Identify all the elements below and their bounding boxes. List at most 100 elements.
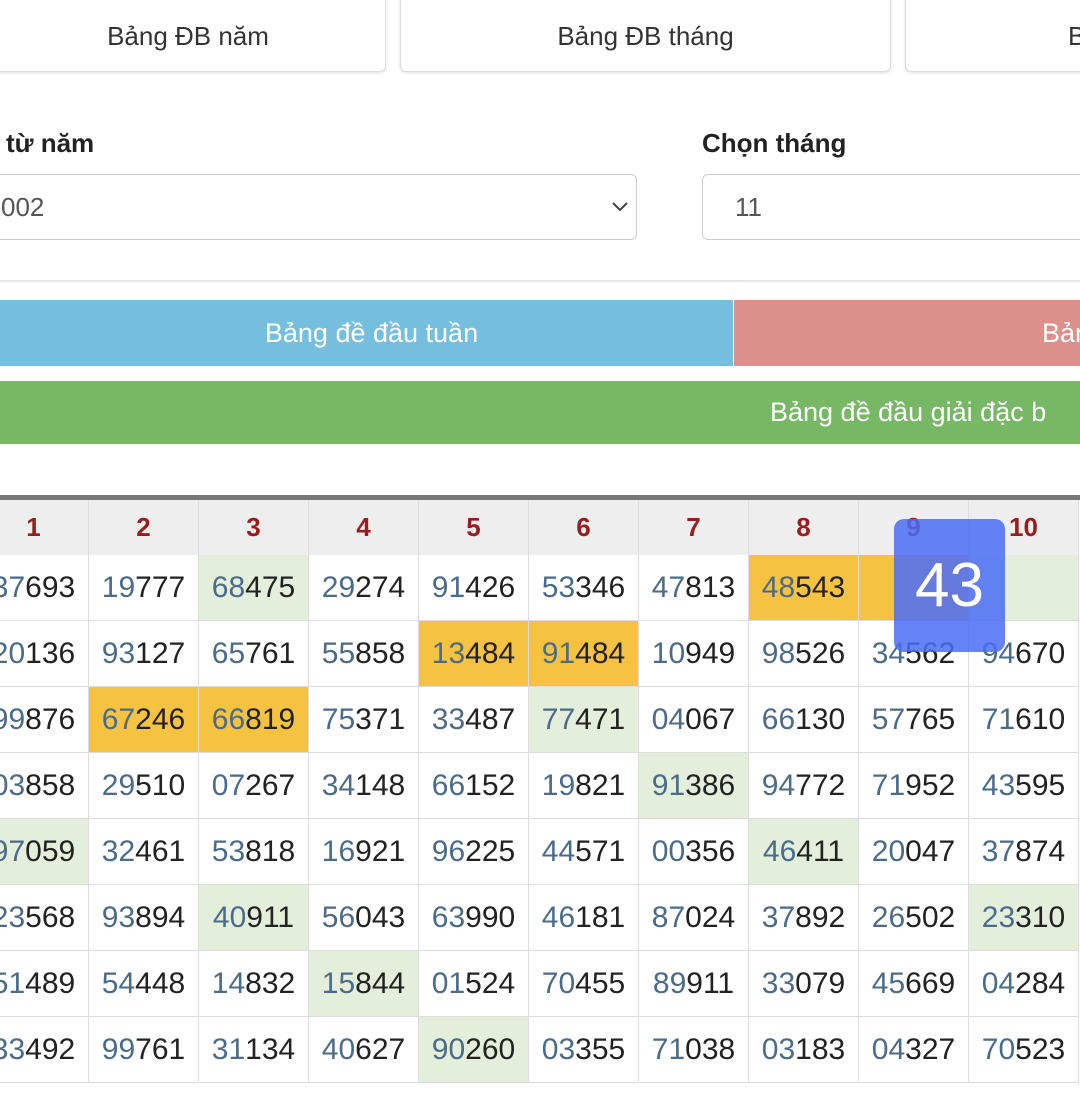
- month-select[interactable]: 11: [702, 174, 1080, 240]
- tail-digits: 510: [135, 768, 186, 802]
- chevron: [612, 202, 628, 212]
- lead-digits: 29: [321, 570, 356, 604]
- tail-digits: 911: [246, 900, 295, 934]
- lead-digits: 07: [211, 768, 246, 802]
- tab[interactable]: Bảng ĐB năm: [0, 0, 386, 72]
- tail-digits: 411: [796, 834, 845, 868]
- result-cell: 71 952: [859, 753, 969, 819]
- result-cell: 94 772: [749, 753, 859, 819]
- tail-digits: 274: [355, 570, 406, 604]
- lead-digits: 93: [101, 636, 136, 670]
- tail-digits: 260: [465, 1032, 516, 1066]
- button[interactable]: Bản: [734, 300, 1080, 366]
- tail-digits: 356: [685, 834, 736, 868]
- tab[interactable]: Bảng ĐB tháng: [400, 0, 891, 72]
- year-select[interactable]: 002: [0, 174, 637, 240]
- result-cell: 29 510: [89, 753, 199, 819]
- tail-digits: 310: [1015, 900, 1066, 934]
- result-cell: 46 411: [749, 819, 859, 885]
- column-header: 1: [0, 500, 89, 555]
- tail-digits: 777: [135, 570, 186, 604]
- result-cell: 55 858: [309, 621, 419, 687]
- lead-digits: 53: [541, 570, 576, 604]
- lead-digits: 23: [981, 900, 1016, 934]
- tail-digits: 371: [355, 702, 406, 736]
- column-header: 7: [639, 500, 749, 555]
- tail-digits: 568: [25, 900, 76, 934]
- column-header: 4: [309, 500, 419, 555]
- result-cell: 20 047: [859, 819, 969, 885]
- result-cell: 01 524: [419, 951, 529, 1017]
- tail-digits: 148: [355, 768, 406, 802]
- tail-digits: 543: [795, 570, 846, 604]
- lead-digits: 34: [321, 768, 356, 802]
- result-cell: 37693: [0, 555, 89, 621]
- result-cell: 66 152: [419, 753, 529, 819]
- tail-digits: 874: [1015, 834, 1066, 868]
- lead-digits: 40: [321, 1032, 356, 1066]
- tail-digits: 761: [245, 636, 296, 670]
- button[interactable]: Bảng đề đầu giải đặc b: [0, 381, 1080, 444]
- result-cell: 91 484: [529, 621, 639, 687]
- tail-digits: 134: [245, 1032, 296, 1066]
- result-cell: 13 484: [419, 621, 529, 687]
- column-header: 8: [749, 500, 859, 555]
- tail-digits: 246: [135, 702, 186, 736]
- overlay-badge[interactable]: 43: [894, 519, 1005, 652]
- result-cell: 16 921: [309, 819, 419, 885]
- result-cell: 45 669: [859, 951, 969, 1017]
- tail-digits: 921: [355, 834, 406, 868]
- lead-digits: 29: [101, 768, 136, 802]
- result-cell: 90 260: [419, 1017, 529, 1083]
- lead-digits: 46: [541, 900, 576, 934]
- tail-digits: 772: [795, 768, 846, 802]
- tail-digits: 284: [1015, 966, 1066, 1000]
- lead-digits: 15: [321, 966, 356, 1000]
- result-cell: 00 356: [639, 819, 749, 885]
- tail-digits: 858: [25, 768, 76, 802]
- tail-digits: 127: [135, 636, 186, 670]
- tail-digits: 832: [245, 966, 296, 1000]
- tail-digits: 911: [686, 966, 735, 1000]
- tail-digits: 765: [905, 702, 956, 736]
- lead-digits: 16: [321, 834, 356, 868]
- lead-digits: 71: [981, 702, 1016, 736]
- result-cell: 93 894: [89, 885, 199, 951]
- result-cell: 15 844: [309, 951, 419, 1017]
- tail-digits: 267: [245, 768, 296, 802]
- result-cell: 75 371: [309, 687, 419, 753]
- button[interactable]: Bảng đề đầu tuần: [0, 300, 733, 366]
- tail-digits: 355: [575, 1032, 626, 1066]
- result-cell: 66 819: [199, 687, 309, 753]
- lead-digits: 89: [652, 966, 687, 1000]
- tail-digits: 059: [25, 834, 76, 868]
- lead-digits: 19: [101, 570, 136, 604]
- lead-digits: 54: [101, 966, 136, 1000]
- tail-digits: 448: [135, 966, 186, 1000]
- tail-digits: 502: [905, 900, 956, 934]
- filter-label: Chọn tháng: [702, 128, 847, 158]
- lead-digits: 14: [211, 966, 246, 1000]
- lead-digits: 19: [541, 768, 576, 802]
- result-cell: 70 455: [529, 951, 639, 1017]
- result-cell: 31 134: [199, 1017, 309, 1083]
- tail-digits: 858: [355, 636, 406, 670]
- result-cell: 93 127: [89, 621, 199, 687]
- result-cell: 67 246: [89, 687, 199, 753]
- tail-digits: 047: [905, 834, 956, 868]
- result-cell: 53 346: [529, 555, 639, 621]
- result-cell: 97059: [0, 819, 89, 885]
- tail-digits: 813: [685, 570, 736, 604]
- result-cell: 07 267: [199, 753, 309, 819]
- tab[interactable]: B: [905, 0, 1080, 72]
- tail-digits: 952: [905, 768, 956, 802]
- tail-digits: 038: [685, 1032, 736, 1066]
- lead-digits: 66: [211, 702, 246, 736]
- tail-digits: 990: [465, 900, 516, 934]
- result-cell: 40 627: [309, 1017, 419, 1083]
- result-cell: 48 543: [749, 555, 859, 621]
- result-cell: 65 761: [199, 621, 309, 687]
- column-header: 5: [419, 500, 529, 555]
- result-cell: 14 832: [199, 951, 309, 1017]
